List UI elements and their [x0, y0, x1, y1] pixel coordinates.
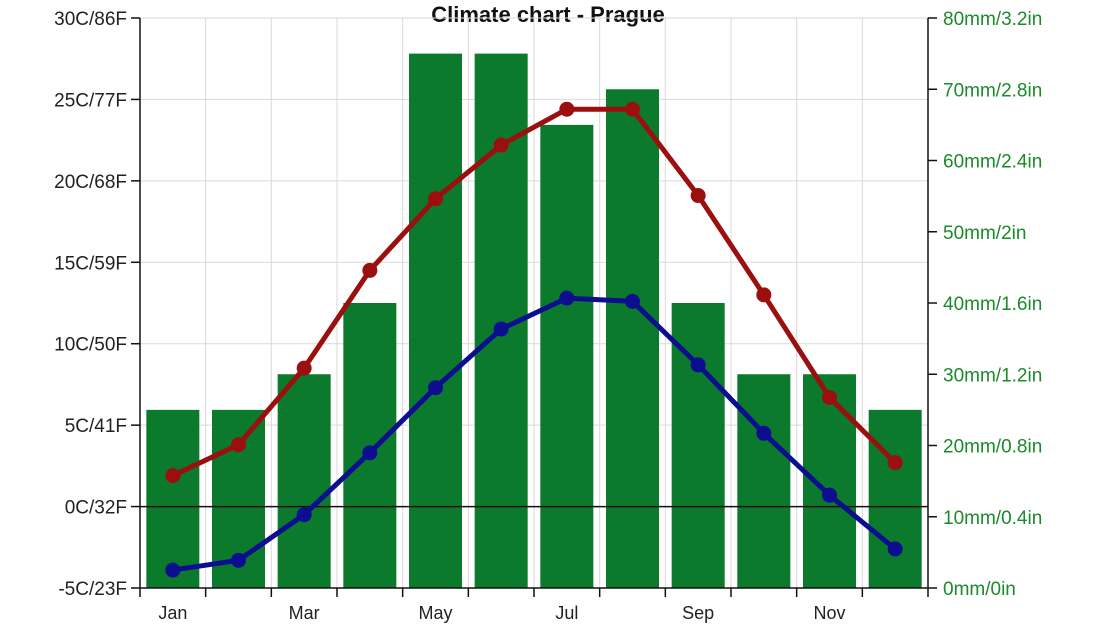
left-tick-label: 5C/41F [65, 416, 127, 437]
max-temp-point-sep [690, 188, 706, 204]
x-tick-label-nov: Nov [813, 603, 845, 623]
x-tick-label-may: May [418, 603, 452, 623]
min-temp-point-aug [625, 293, 640, 309]
x-tick-label-mar: Mar [289, 603, 320, 623]
grid-lines [140, 17, 928, 589]
min-temp-point-jul [559, 290, 575, 306]
max-temp-point-jul [559, 101, 575, 117]
left-tick-label: 30C/86F [54, 9, 127, 30]
max-temp-point-apr [362, 262, 378, 278]
temperature-lines [165, 101, 903, 578]
min-temp-point-sep [690, 357, 706, 373]
right-tick-label: 30mm/1.2in [943, 365, 1042, 386]
left-tick-label: 20C/68F [54, 172, 127, 193]
x-axis-ticks: Jan Mar May Jul Sep Nov [139, 588, 929, 623]
max-temp-point-jan [165, 468, 181, 484]
min-temp-point-apr [362, 445, 378, 461]
max-temp-point-aug [625, 101, 640, 117]
left-tick-label: 10C/50F [54, 335, 127, 356]
max-temp-point-dec [887, 455, 903, 471]
precipitation-bar-nov [803, 374, 856, 588]
precipitation-bar-jan [146, 409, 200, 588]
min-temp-point-nov [822, 487, 837, 503]
right-tick-label: 40mm/1.6in [943, 294, 1042, 315]
chart-title: Climate chart - Prague [431, 2, 665, 27]
precipitation-bars [146, 53, 922, 588]
right-tick-label: 10mm/0.4in [943, 508, 1042, 529]
left-tick-label: -5C/23F [58, 579, 127, 600]
right-axis-ticks: 80mm/3.2in 70mm/2.8in 60mm/2.4in 50mm/2in 40… [928, 9, 1042, 600]
x-tick-label-jul: Jul [555, 603, 578, 623]
min-temp-point-jun [493, 321, 509, 337]
precipitation-bar-dec [868, 409, 922, 588]
min-temp-point-jan [165, 562, 181, 578]
left-axis-ticks: 30C/86F 25C/77F 20C/68F 15C/59F 10C/50F 5C/41… [54, 9, 140, 600]
min-temp-point-may [428, 380, 443, 396]
right-tick-label: 50mm/2in [943, 223, 1026, 244]
min-temp-point-feb [231, 552, 246, 568]
max-temp-point-mar [296, 360, 312, 376]
min-temp-point-mar [296, 507, 312, 523]
precipitation-bar-jul [540, 124, 594, 588]
max-temp-point-may [428, 191, 443, 207]
right-tick-label: 60mm/2.4in [943, 152, 1042, 173]
left-tick-label: 15C/59F [54, 253, 127, 274]
right-tick-label: 80mm/3.2in [943, 9, 1042, 30]
right-tick-label: 20mm/0.8in [943, 437, 1042, 458]
min-temp-line [172, 295, 897, 573]
precipitation-bar-may [409, 53, 462, 588]
precipitation-bar-mar [277, 374, 331, 588]
max-temp-line [171, 106, 897, 478]
max-temp-point-feb [231, 437, 246, 453]
left-tick-label: 0C/32F [65, 498, 127, 519]
x-tick-label-jan: Jan [158, 603, 187, 623]
max-temp-point-nov [822, 389, 837, 405]
precipitation-bar-aug [606, 89, 659, 588]
max-temp-point-oct [756, 287, 772, 303]
min-temp-point-oct [756, 425, 772, 441]
max-temp-point-jun [493, 137, 509, 153]
x-tick-label-sep: Sep [682, 603, 714, 623]
right-tick-label: 70mm/2.8in [943, 80, 1042, 101]
min-temp-point-dec [887, 541, 903, 557]
right-tick-label: 0mm/0in [943, 579, 1016, 600]
left-tick-label: 25C/77F [54, 90, 127, 111]
precipitation-bar-oct [737, 374, 791, 588]
